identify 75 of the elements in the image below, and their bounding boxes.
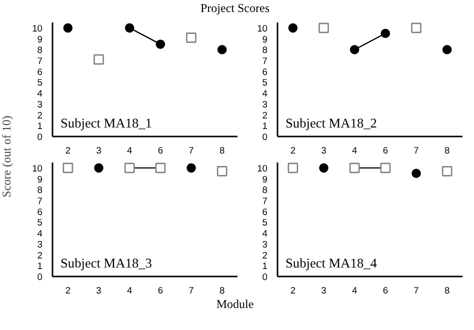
x-tick-label: 8	[444, 146, 450, 156]
y-tick-label: 4	[37, 228, 43, 239]
x-tick-label: 6	[158, 146, 164, 156]
y-tick-label: 0	[262, 272, 268, 282]
y-tick-label: 8	[262, 45, 268, 56]
y-tick-label: 5	[262, 78, 268, 88]
x-tick-label: 4	[352, 286, 358, 296]
y-tick-label: 9	[262, 174, 268, 184]
chart-title: Project Scores	[200, 0, 270, 17]
y-tick-label: 8	[37, 45, 43, 56]
y-tick-label: 7	[262, 56, 268, 66]
y-tick-label: 0	[37, 132, 43, 142]
y-tick-label: 3	[262, 239, 268, 250]
y-tick-label: 5	[37, 78, 43, 88]
y-tick-label: 3	[262, 99, 268, 110]
x-tick-label: 8	[219, 286, 225, 296]
y-tick-label: 9	[262, 34, 268, 44]
x-tick-label: 3	[96, 146, 102, 156]
x-tick-label: 2	[65, 286, 71, 296]
y-tick-label: 10	[32, 23, 43, 34]
y-tick-label: 1	[262, 121, 268, 132]
y-tick-label: 7	[37, 196, 43, 206]
x-tick-label: 6	[382, 286, 388, 296]
y-tick-label: 9	[37, 174, 43, 184]
y-tick-label: 4	[37, 88, 43, 99]
y-tick-label: 3	[37, 99, 43, 110]
annotation: Subject MA18_2	[286, 116, 377, 130]
y-tick-label: 4	[262, 88, 268, 99]
x-tick-label: 4	[126, 146, 132, 156]
x-tick-label: 2	[290, 286, 296, 296]
y-tick-label: 10	[32, 163, 43, 174]
x-tick-label: 2	[65, 146, 71, 156]
y-tick-label: 10	[257, 23, 268, 34]
y-tick-label: 4	[262, 228, 268, 239]
annotation: Subject MA18_1	[60, 116, 152, 130]
y-tick-label: 0	[262, 132, 268, 142]
y-tick-label: 6	[262, 206, 268, 217]
x-tick-label: 2	[290, 146, 296, 156]
y-tick-label: 0	[37, 272, 43, 282]
y-axis-title: Score (out of 10)	[0, 116, 14, 198]
y-tick-label: 3	[37, 239, 43, 250]
x-tick-label: 4	[352, 146, 358, 156]
x-tick-label: 3	[96, 286, 102, 296]
x-tick-label: 8	[444, 286, 450, 296]
x-tick-label: 4	[126, 286, 132, 296]
y-tick-label: 2	[262, 110, 268, 120]
y-tick-label: 1	[37, 261, 43, 272]
x-tick-label: 7	[414, 286, 419, 296]
y-tick-label: 6	[37, 66, 43, 77]
y-tick-label: 10	[257, 163, 268, 174]
y-tick-label: 6	[37, 206, 43, 217]
y-tick-label: 5	[37, 218, 43, 228]
y-tick-label: 5	[262, 218, 268, 228]
y-tick-label: 2	[262, 250, 268, 260]
y-tick-label: 6	[262, 66, 268, 77]
x-axis-title: Module	[216, 296, 254, 313]
y-tick-label: 8	[37, 185, 43, 196]
x-tick-label: 6	[158, 286, 164, 296]
annotation: Subject MA18_4	[286, 256, 378, 270]
y-tick-label: 9	[37, 34, 43, 44]
y-tick-label: 2	[37, 110, 43, 120]
y-tick-label: 8	[262, 185, 268, 196]
x-tick-label: 6	[382, 146, 388, 156]
x-tick-label: 7	[188, 146, 194, 156]
y-tick-label: 2	[37, 250, 43, 260]
annotation: Subject MA18_3	[60, 256, 152, 270]
x-tick-label: 7	[414, 146, 419, 156]
y-tick-label: 7	[262, 196, 268, 206]
x-tick-label: 7	[188, 286, 194, 296]
y-tick-label: 1	[37, 121, 43, 132]
x-tick-label: 3	[321, 286, 326, 296]
x-tick-label: 8	[219, 146, 225, 156]
x-tick-label: 3	[321, 146, 326, 156]
y-tick-label: 7	[37, 56, 43, 66]
y-tick-label: 1	[262, 261, 268, 272]
